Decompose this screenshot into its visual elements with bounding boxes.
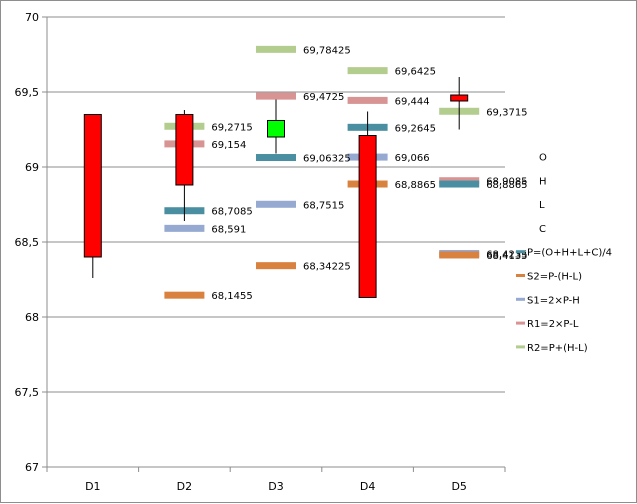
- data-label: 69,78425: [303, 45, 351, 56]
- pivot-marker-r1: [347, 96, 388, 104]
- data-label-layer: 69,2715 69,154 68,7085 68,591 68,1455 69,7842…: [211, 45, 527, 302]
- legend: O H L C P=(O+H+L+C)/4 S2=P-(H-L) S1=2×P-H R1=2×…: [516, 153, 612, 354]
- legend-label: S2=P-(H-L): [527, 272, 582, 283]
- y-tick-label: 69: [25, 161, 39, 174]
- x-tick-label: D2: [177, 480, 192, 493]
- legend-label: C: [539, 224, 546, 235]
- pivot-marker-s1: [164, 224, 205, 232]
- pivot-marker-r2: [347, 67, 388, 75]
- x-tick-label: D4: [360, 480, 375, 493]
- legend-swatch-r2: [516, 345, 525, 349]
- legend-label: O: [539, 153, 547, 164]
- pivot-marker-p: [256, 154, 296, 162]
- candle-body: [358, 135, 377, 298]
- data-label: 69,6425: [395, 67, 436, 78]
- candle-body: [175, 114, 194, 186]
- y-tick-label: 69,5: [15, 86, 40, 99]
- data-label: 69,3715: [486, 107, 527, 118]
- candle-body: [83, 114, 102, 258]
- data-label: 69,2715: [211, 122, 252, 133]
- x-tick-label: D1: [85, 480, 100, 493]
- candle-layer: [83, 77, 469, 298]
- pivot-marker-r1: [256, 92, 296, 100]
- data-label: 68,7085: [211, 207, 252, 218]
- pivot-marker-s2: [439, 251, 480, 259]
- legend-swatch-s1: [516, 297, 525, 301]
- data-label: 69,4725: [303, 92, 344, 103]
- legend-swatch-p: [516, 250, 525, 254]
- y-tick-label: 67: [25, 461, 39, 474]
- candle-body: [450, 94, 469, 102]
- pivot-marker-s2: [256, 262, 296, 270]
- pivot-marker-p: [439, 180, 480, 188]
- grid-layer: [47, 16, 505, 468]
- data-label: 69,066: [395, 153, 430, 164]
- data-label: 69,444: [395, 96, 430, 107]
- legend-label: H: [539, 176, 547, 187]
- data-label: 69,2645: [395, 123, 436, 134]
- legend-label: P=(O+H+L+C)/4: [527, 248, 612, 259]
- legend-label: S1=2×P-H: [527, 295, 580, 306]
- pivot-marker-s2: [164, 291, 205, 299]
- axis-layer: 67 67,5 68 68,5 69 69,5 70 D1 D2 D3 D4 D5: [15, 11, 506, 493]
- data-label: 68,8865: [395, 180, 436, 191]
- pivot-marker-s1: [256, 200, 296, 208]
- legend-label: R1=2×P-L: [527, 319, 579, 330]
- legend-label: L: [539, 200, 545, 211]
- y-tick-label: 67,5: [15, 386, 40, 399]
- data-label: 68,34225: [303, 262, 351, 273]
- y-tick-label: 68: [25, 311, 39, 324]
- legend-swatch-r1: [516, 321, 525, 325]
- legend-swatch-s2: [516, 274, 525, 277]
- data-label: 69,154: [211, 140, 246, 151]
- x-tick-label: D5: [451, 480, 466, 493]
- data-label: 68,7515: [303, 200, 344, 211]
- data-label: 68,4135: [486, 251, 527, 262]
- candle-body: [267, 120, 285, 138]
- y-tick-label: 70: [25, 11, 39, 24]
- x-tick-label: D3: [268, 480, 283, 493]
- legend-label: R2=P+(H-L): [527, 343, 588, 354]
- y-tick-label: 68,5: [15, 236, 40, 249]
- data-label: 69,06325: [303, 154, 351, 165]
- data-label: 68,4235: [486, 249, 527, 260]
- data-label: 68,1455: [211, 291, 252, 302]
- data-label: 68,591: [211, 224, 246, 235]
- pivot-marker-r2: [256, 45, 296, 53]
- data-label: 68,9085: [486, 177, 527, 188]
- data-label: 68,8865: [486, 180, 527, 191]
